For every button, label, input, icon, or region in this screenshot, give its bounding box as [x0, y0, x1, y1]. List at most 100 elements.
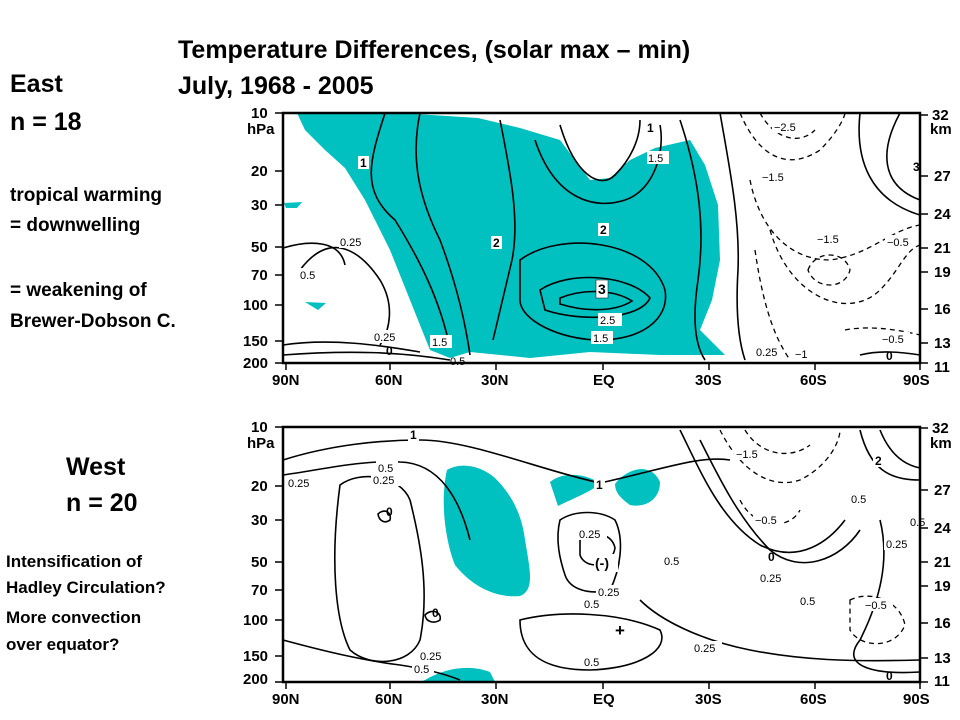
bottom-shaded-region	[443, 465, 530, 597]
top-contour-line	[559, 290, 634, 311]
top-dashed-contour	[769, 229, 921, 305]
top-contour-label: 0.5	[300, 270, 315, 282]
bottom-shaded-patch	[615, 469, 660, 506]
title-line-2: July, 1968 - 2005	[178, 72, 374, 100]
top-height-tick: 19	[934, 264, 951, 281]
bottom-lat-tick: 90S	[903, 691, 930, 708]
top-lat-tick: 30N	[481, 372, 509, 389]
top-contour-label: 0.25	[340, 237, 361, 249]
top-contour-line	[282, 341, 421, 353]
top-contour-line	[282, 242, 346, 266]
bottom-contour-label: −0.5	[865, 600, 887, 612]
top-contour-label: −2.5	[774, 122, 796, 134]
top-contour-line	[858, 112, 921, 216]
top-contour-label: −1.5	[762, 172, 784, 184]
top-lat-tick: EQ	[593, 372, 615, 389]
bottom-lat-tick: 60N	[375, 691, 403, 708]
bottom-dashed-contour	[849, 595, 906, 645]
top-contour-label: 1.5	[648, 153, 663, 165]
top-contour-line	[719, 112, 746, 361]
bottom-contour-label: 0.5	[800, 596, 815, 608]
bottom-contour-label: 0.5	[584, 657, 599, 669]
bottom-lat-tick: 60S	[800, 691, 827, 708]
top-height-tick: 27	[934, 168, 951, 185]
bottom-contour-label: 0.25	[598, 587, 619, 599]
chart-title: Temperature Differences, (solar max – mi…	[178, 32, 690, 104]
bottom-contour-label: 0	[386, 505, 393, 519]
top-contour-line	[859, 351, 921, 356]
bottom-contour-label: 0.5	[584, 599, 599, 611]
bottom-pressure-tick: 100	[243, 612, 268, 629]
top-contour-line	[519, 242, 667, 341]
top-lat-tick: 90N	[272, 372, 300, 389]
top-height-tick: 16	[934, 301, 951, 318]
top-contour-line	[415, 112, 471, 356]
bottom-positive-mark: +	[615, 621, 625, 640]
bottom-contour-line	[424, 610, 442, 623]
top-contour-label: −1	[795, 349, 808, 361]
bottom-contour-label: 0	[886, 669, 893, 683]
top-contour-line	[559, 119, 641, 182]
top-pressure-tick: 150	[243, 333, 268, 350]
top-contour-label: 1.5	[593, 333, 608, 345]
bottom-contour-line	[282, 439, 731, 484]
top-contour-label: 0	[386, 344, 393, 358]
bottom-height-tick: 19	[934, 578, 951, 595]
bottom-lat-tick: 90N	[272, 691, 300, 708]
bottom-contour-line	[679, 429, 846, 554]
top-contour-label: 1	[647, 121, 654, 135]
top-dashed-contour	[754, 249, 791, 361]
top-dashed-contour	[844, 327, 921, 336]
top-contour-line	[492, 119, 516, 341]
bottom-height-tick: 13	[934, 650, 951, 667]
bottom-contour-line	[853, 519, 921, 674]
bottom-contour-line	[282, 639, 461, 681]
top-lat-tick: 60N	[375, 372, 403, 389]
top-contour-label: 0	[886, 349, 893, 363]
top-pressure-tick: 10	[251, 105, 268, 122]
bottom-contour-label: 0.5	[910, 517, 925, 529]
top-height-unit: km	[930, 121, 952, 138]
top-shaded-patch-left	[284, 202, 302, 208]
east-note-1: tropical warming	[10, 185, 163, 206]
bottom-contour-label: 2	[875, 454, 882, 468]
top-contour-label: 2	[600, 223, 607, 237]
top-contour-line	[886, 112, 921, 201]
west-count: n = 20	[66, 489, 138, 517]
bottom-pressure-tick: 30	[251, 512, 268, 529]
top-dashed-contour	[807, 254, 851, 286]
bottom-contour-label: 0.25	[288, 478, 309, 490]
bottom-contour-line	[333, 475, 425, 663]
east-count: n = 18	[10, 108, 82, 136]
top-dashed-contour	[739, 112, 846, 161]
bottom-contour-label: 0.25	[886, 539, 907, 551]
top-pressure-tick: 100	[243, 297, 268, 314]
top-dashed-contour	[749, 179, 921, 261]
top-contour-line	[539, 276, 651, 319]
top-pressure-tick: 200	[243, 355, 268, 372]
bottom-contour-label: 0.5	[664, 556, 679, 568]
top-height-tick: 32	[932, 107, 949, 124]
bottom-pressure-tick: 70	[251, 582, 268, 599]
bottom-contour-label: 0.25	[694, 643, 715, 655]
top-pressure-tick: 50	[251, 239, 268, 256]
bottom-contour-line	[282, 460, 471, 541]
top-contour-line	[299, 246, 391, 346]
top-contour-label: −1.5	[817, 234, 839, 246]
bottom-height-tick: 27	[934, 482, 951, 499]
top-shaded-region	[297, 113, 725, 358]
east-note-3: = weakening of	[10, 280, 147, 301]
bottom-contour-line	[377, 510, 392, 523]
west-note-4: over equator?	[6, 635, 120, 654]
bottom-contour-line	[519, 613, 663, 671]
west-label: West	[66, 453, 126, 481]
top-panel: 1 1 3 1.5 2 2 3 2.5 1.5 1.5 0.25 0.5 0.2…	[243, 105, 952, 389]
west-note-2: Hadley Circulation?	[6, 578, 166, 597]
west-note-3: More convection	[6, 608, 142, 627]
bottom-plot-frame	[281, 425, 922, 684]
bottom-dashed-contour	[739, 499, 801, 525]
top-shaded-patch-small	[305, 302, 326, 310]
top-lat-tick: 30S	[695, 372, 722, 389]
bottom-height-tick: 11	[934, 673, 950, 690]
east-label: East	[10, 70, 63, 98]
